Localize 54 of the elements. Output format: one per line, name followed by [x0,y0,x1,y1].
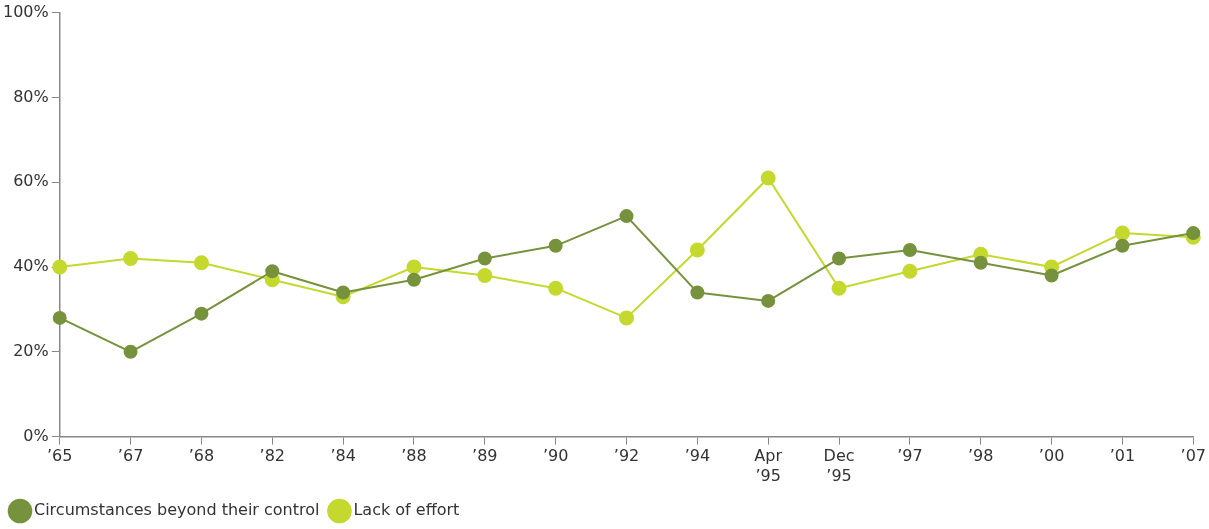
point [1186,226,1201,241]
point [52,259,68,275]
x-tick-label: ’88 [401,446,427,466]
x-tick-label: ’68 [188,446,215,466]
point [406,259,422,275]
x-tick-label: ’89 [472,446,498,466]
point [193,255,209,271]
x-tick-label: ’84 [330,446,356,466]
x-tick-label: ’92 [613,446,640,466]
point [1114,225,1130,241]
point [123,344,138,359]
point [477,267,493,283]
point [336,285,351,300]
x-tick-label: ’82 [259,446,286,466]
y-tick-label: 80% [13,86,49,106]
point [548,280,564,296]
x-tick-label: ’98 [968,446,994,466]
point [690,285,705,300]
x-tick-label: ’67 [117,446,144,466]
point [548,238,563,253]
x-tick-label: Apr ’95 [754,446,783,485]
y-tick-label: 0% [23,425,49,445]
point [1044,268,1059,283]
point [123,251,139,267]
point [52,310,67,325]
point [1115,238,1130,253]
y-tick-label: 20% [13,340,49,360]
point [832,251,847,266]
point [760,170,776,186]
point [902,243,917,258]
point [406,272,421,287]
x-tick-label: ’07 [1180,446,1206,466]
legend-label: Lack of effort [353,500,460,520]
x-tick-label: ’01 [1109,446,1136,466]
point [689,242,705,258]
x-tick-label: ’97 [897,446,923,466]
x-tick-label: Dec ’95 [823,446,855,485]
point [194,306,209,321]
x-tick-label: ’65 [47,446,73,466]
point [973,255,988,270]
x-tick-label: ’00 [1038,446,1065,466]
point [902,263,918,279]
legend-label: Circumstances beyond their control [34,500,320,520]
point [619,209,634,224]
x-tick-label: ’94 [684,446,711,466]
y-tick-label: 100% [2,1,49,21]
point [761,293,776,308]
point [477,251,492,266]
point [831,280,847,296]
x-tick-label: ’90 [542,446,569,466]
y-tick-label: 40% [13,256,49,276]
y-tick-label: 60% [13,171,49,191]
point [619,310,635,326]
point [265,264,280,279]
